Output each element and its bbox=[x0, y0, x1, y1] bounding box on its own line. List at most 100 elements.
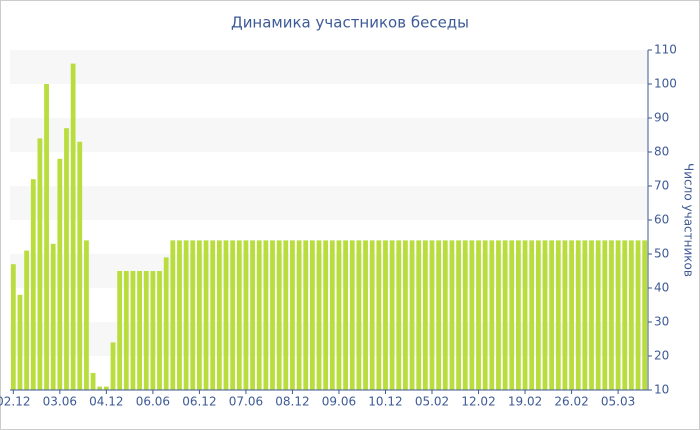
bar bbox=[230, 240, 236, 390]
bar bbox=[103, 386, 109, 390]
x-tick-label: 04.12 bbox=[89, 395, 123, 409]
bar bbox=[635, 240, 641, 390]
y-tick-label: 100 bbox=[654, 77, 677, 91]
bar bbox=[363, 240, 368, 390]
bar bbox=[582, 240, 588, 390]
bar bbox=[595, 240, 601, 390]
x-tick-label: 08.12 bbox=[275, 395, 309, 409]
bar bbox=[117, 271, 123, 390]
bar bbox=[44, 84, 49, 390]
x-tick-label: 26.02 bbox=[554, 395, 588, 409]
bar bbox=[283, 240, 289, 390]
bar bbox=[216, 240, 222, 390]
bar bbox=[203, 240, 209, 390]
x-tick-label: 05.02 bbox=[415, 395, 449, 409]
x-tick-label: 03.06 bbox=[43, 395, 77, 409]
bar bbox=[436, 240, 442, 390]
bar bbox=[575, 240, 581, 390]
y-tick-label: 30 bbox=[654, 315, 669, 329]
bar bbox=[263, 240, 269, 390]
bar bbox=[482, 240, 488, 390]
bar bbox=[197, 240, 202, 390]
x-tick-label: 12.02 bbox=[461, 395, 495, 409]
x-tick-label: 06.12 bbox=[182, 395, 216, 409]
bar bbox=[369, 240, 375, 390]
x-tick-label: 05.03 bbox=[601, 395, 635, 409]
bar bbox=[376, 240, 382, 390]
bar bbox=[223, 240, 229, 390]
y-tick-label: 60 bbox=[654, 213, 669, 227]
x-tick-label: 07.06 bbox=[229, 395, 263, 409]
bar bbox=[323, 240, 329, 390]
bar bbox=[170, 240, 176, 390]
bar bbox=[549, 240, 555, 390]
x-tick-label: 06.06 bbox=[136, 395, 170, 409]
bar bbox=[90, 373, 96, 390]
bar bbox=[509, 240, 515, 390]
bar bbox=[296, 240, 302, 390]
bar bbox=[469, 240, 475, 390]
y-tick-label: 20 bbox=[654, 349, 669, 363]
bar bbox=[416, 240, 422, 390]
bar bbox=[143, 271, 149, 390]
bar bbox=[336, 240, 342, 390]
bar bbox=[84, 240, 89, 390]
y-tick-label: 90 bbox=[654, 111, 669, 125]
bar bbox=[429, 240, 435, 390]
bar bbox=[290, 240, 295, 390]
bar bbox=[642, 240, 648, 390]
bar bbox=[303, 240, 309, 390]
bar bbox=[389, 240, 395, 390]
bar bbox=[569, 240, 574, 390]
bar bbox=[150, 271, 156, 390]
bar bbox=[70, 63, 76, 390]
y-tick-label: 10 bbox=[654, 383, 669, 397]
bar bbox=[57, 158, 63, 390]
bar bbox=[130, 271, 136, 390]
y-tick-label: 80 bbox=[654, 145, 669, 159]
bar bbox=[529, 240, 535, 390]
bar bbox=[17, 294, 23, 390]
x-tick-label: 19.02 bbox=[508, 395, 542, 409]
grid-band bbox=[10, 254, 648, 288]
y-tick-label: 110 bbox=[654, 43, 677, 57]
bar bbox=[329, 240, 335, 390]
bar bbox=[589, 240, 594, 390]
bar bbox=[276, 240, 282, 390]
bar bbox=[502, 240, 508, 390]
x-tick-label: 09.06 bbox=[322, 395, 356, 409]
bar bbox=[555, 240, 561, 390]
x-tick-label: 02.12 bbox=[0, 395, 31, 409]
bar bbox=[522, 240, 528, 390]
bar bbox=[602, 240, 608, 390]
bar bbox=[622, 240, 628, 390]
bar bbox=[270, 240, 275, 390]
y-axis-label: Число участников bbox=[682, 163, 696, 277]
bar bbox=[349, 240, 355, 390]
bar bbox=[628, 240, 634, 390]
bar bbox=[37, 138, 43, 390]
bar bbox=[615, 240, 621, 390]
bar bbox=[383, 240, 388, 390]
bar bbox=[356, 240, 362, 390]
bar bbox=[462, 240, 468, 390]
bar bbox=[476, 240, 481, 390]
bar bbox=[250, 240, 255, 390]
bar bbox=[309, 240, 315, 390]
bar bbox=[343, 240, 349, 390]
bar bbox=[177, 240, 182, 390]
bar bbox=[489, 240, 495, 390]
bar bbox=[110, 342, 116, 390]
bar bbox=[10, 264, 16, 390]
bar bbox=[183, 240, 189, 390]
grid-band bbox=[10, 322, 648, 356]
bar bbox=[157, 271, 162, 390]
bar bbox=[256, 240, 262, 390]
bar bbox=[243, 240, 249, 390]
bar bbox=[449, 240, 455, 390]
bar bbox=[97, 386, 103, 390]
y-tick-label: 70 bbox=[654, 179, 669, 193]
bar bbox=[210, 240, 216, 390]
bar bbox=[542, 240, 548, 390]
